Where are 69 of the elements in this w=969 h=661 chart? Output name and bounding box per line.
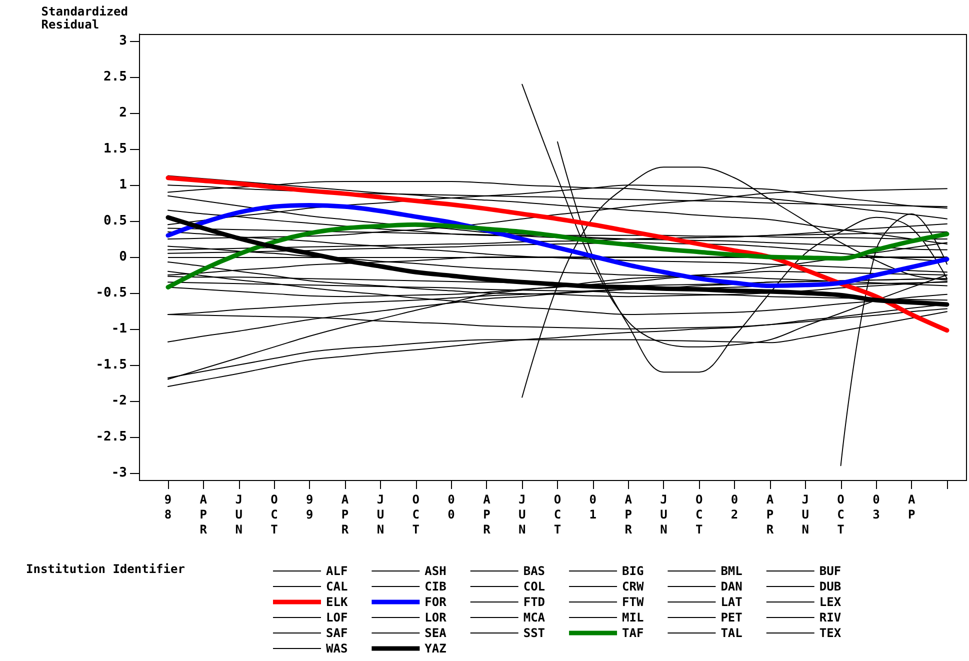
legend-label: COL [523, 580, 546, 594]
x-tick-label: APR [341, 492, 350, 536]
legend-label: CIB [424, 580, 446, 594]
x-tick-label: APR [766, 492, 774, 536]
legend-label: LOF [326, 610, 348, 624]
x-tick-label: JUN [518, 492, 526, 536]
x-tick-label: 02 [730, 492, 738, 522]
legend-label: BAS [523, 564, 546, 578]
legend-label: ASH [424, 564, 446, 578]
x-tick-label: OCT [554, 492, 562, 536]
legend-label: FTW [622, 595, 644, 609]
x-tick-label: JUN [235, 492, 242, 536]
y-tick-label: 3 [119, 34, 127, 49]
legend-label: YAZ [424, 642, 446, 656]
legend-label: ALF [326, 564, 348, 578]
legend-label: LEX [819, 595, 842, 609]
x-tick-label: 99 [306, 492, 314, 522]
legend-label: DUB [819, 580, 842, 594]
y-tick-label: -2.5 [96, 429, 127, 444]
legend-label: FOR [424, 595, 448, 609]
legend-label: BML [720, 564, 742, 578]
x-tick-label: 01 [589, 492, 597, 522]
x-tick-label: APR [200, 492, 208, 536]
legend-label: ELK [326, 595, 348, 609]
legend-label: SST [523, 626, 546, 640]
legend-label: MIL [622, 610, 644, 624]
y-tick-label: -3 [111, 465, 127, 480]
legend-title: Institution Identifier [26, 562, 185, 576]
legend-label: BUF [819, 564, 842, 578]
x-tick-label: 98 [164, 492, 172, 522]
legend-label: TAF [622, 626, 644, 640]
y-tick-label: -1 [111, 321, 128, 336]
x-tick-label: 00 [448, 492, 455, 522]
legend-label: MCA [523, 610, 546, 624]
x-tick-label: APR [624, 492, 633, 536]
legend-label: SEA [424, 626, 448, 640]
x-tick-label: OCT [412, 492, 420, 536]
legend-label: SAF [326, 626, 348, 640]
x-tick-label: JUN [802, 492, 809, 536]
legend-label: RIV [819, 610, 842, 624]
legend-label: WAS [326, 642, 348, 656]
x-tick-label: JUN [376, 492, 384, 536]
y-tick-label: 2 [119, 106, 127, 121]
legend-label: TAL [720, 626, 742, 640]
x-tick-label: APR [483, 492, 492, 536]
legend-label: LAT [720, 595, 742, 609]
legend-label: TEX [819, 626, 842, 640]
y-tick-label: -0.5 [96, 285, 127, 300]
x-tick-label: OCT [837, 492, 844, 536]
y-tick-label: -2 [111, 393, 127, 408]
legend-label: PET [720, 610, 742, 624]
legend-label: BIG [622, 564, 644, 578]
legend-label: CAL [326, 580, 348, 594]
legend-label: DAN [720, 580, 742, 594]
x-tick-label: OCT [270, 492, 278, 536]
y-tick-label: 2.5 [104, 70, 127, 85]
legend-label: FTD [523, 595, 546, 609]
y-axis-title: Standardized Residual [41, 4, 128, 32]
y-tick-label: 0 [119, 250, 128, 264]
x-tick-label: AP [908, 492, 916, 522]
x-tick-label: JUN [660, 492, 668, 536]
x-tick-label: OCT [696, 492, 703, 536]
y-tick-label: -1.5 [96, 357, 127, 372]
y-tick-label: 1.5 [104, 142, 127, 157]
y-tick-label: 1 [119, 178, 128, 193]
legend-label: CRW [622, 580, 644, 594]
legend-label: LOR [424, 610, 448, 624]
x-tick-label: 03 [872, 492, 880, 522]
y-tick-label: 0.5 [104, 214, 127, 229]
